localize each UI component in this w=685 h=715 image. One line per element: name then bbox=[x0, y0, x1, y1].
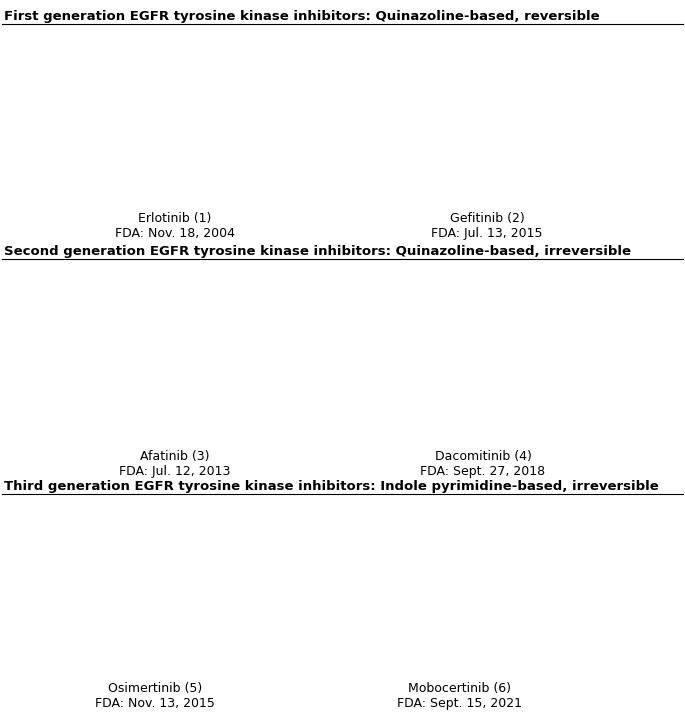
Text: FDA: Sept. 15, 2021: FDA: Sept. 15, 2021 bbox=[397, 697, 523, 710]
Text: FDA: Jul. 12, 2013: FDA: Jul. 12, 2013 bbox=[119, 465, 231, 478]
Text: First generation EGFR tyrosine kinase inhibitors: Quinazoline-based, reversible: First generation EGFR tyrosine kinase in… bbox=[4, 10, 599, 23]
Text: Gefitinib (2): Gefitinib (2) bbox=[449, 212, 525, 225]
Text: Mobocertinib (6): Mobocertinib (6) bbox=[408, 682, 512, 695]
Text: Third generation EGFR tyrosine kinase inhibitors: Indole pyrimidine-based, irrev: Third generation EGFR tyrosine kinase in… bbox=[4, 480, 659, 493]
Text: FDA: Sept. 27, 2018: FDA: Sept. 27, 2018 bbox=[421, 465, 545, 478]
Text: Erlotinib (1): Erlotinib (1) bbox=[138, 212, 212, 225]
Text: FDA: Jul. 13, 2015: FDA: Jul. 13, 2015 bbox=[432, 227, 543, 240]
Text: Osimertinib (5): Osimertinib (5) bbox=[108, 682, 202, 695]
Text: Dacomitinib (4): Dacomitinib (4) bbox=[434, 450, 532, 463]
Text: FDA: Nov. 18, 2004: FDA: Nov. 18, 2004 bbox=[115, 227, 235, 240]
Text: FDA: Nov. 13, 2015: FDA: Nov. 13, 2015 bbox=[95, 697, 215, 710]
Text: Afatinib (3): Afatinib (3) bbox=[140, 450, 210, 463]
Text: Second generation EGFR tyrosine kinase inhibitors: Quinazoline-based, irreversib: Second generation EGFR tyrosine kinase i… bbox=[4, 245, 631, 258]
